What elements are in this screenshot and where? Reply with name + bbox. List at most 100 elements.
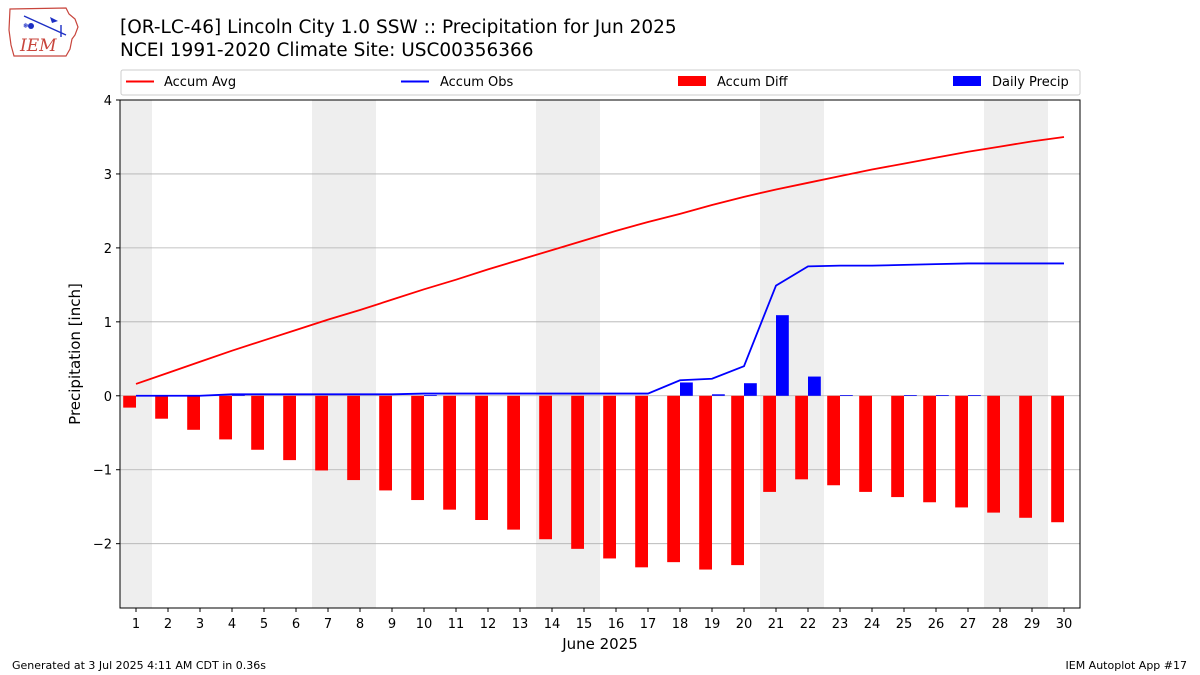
accum-diff-bar — [219, 395, 232, 440]
logo-text: IEM — [19, 36, 57, 56]
accum-diff-bar — [955, 395, 968, 508]
iowa-outline-icon — [8, 7, 79, 57]
accum-diff-bar — [763, 395, 776, 492]
x-tick-label: 5 — [260, 617, 268, 632]
legend-label-accum-diff: Accum Diff — [717, 75, 789, 90]
legend-label-daily-precip: Daily Precip — [992, 75, 1069, 90]
accum-diff-bar — [891, 395, 904, 498]
accum-diff-bar — [859, 395, 872, 492]
accum-diff-bar — [635, 395, 648, 568]
daily-precip-bar — [712, 394, 725, 396]
accum-diff-bar — [443, 395, 456, 510]
svg-text:❅: ❅ — [23, 22, 29, 30]
accum-diff-bar — [603, 395, 616, 559]
line-series — [135, 136, 1065, 397]
accum-diff-bar — [539, 395, 552, 540]
legend-swatch-accum-diff — [678, 76, 706, 86]
weekend-shade-day-28 — [984, 100, 1016, 608]
accum-diff-bar — [699, 395, 712, 570]
weekend-shade-day-22 — [792, 100, 824, 608]
x-tick-label: 12 — [480, 617, 497, 632]
legend-label-accum-avg: Accum Avg — [164, 75, 236, 90]
x-axis-label: June 2025 — [561, 635, 638, 653]
plot-frame — [119, 99, 1081, 609]
weekend-shade-day-29 — [1016, 100, 1048, 608]
y-axis-label: Precipitation [inch] — [66, 283, 84, 425]
daily-precip-bar — [840, 395, 853, 396]
autoplot-app-id: IEM Autoplot App #17 — [1065, 659, 1188, 672]
daily-precip-bar — [680, 382, 693, 396]
iem-logo: ❅ IEM — [6, 5, 82, 61]
x-tick-label: 26 — [928, 617, 945, 632]
daily-precip-bar — [904, 395, 917, 396]
bar-series — [123, 315, 1064, 570]
daily-precip-bar — [936, 395, 949, 396]
x-tick-label: 1 — [132, 617, 140, 632]
x-tick-label: 10 — [416, 617, 433, 632]
accum-diff-bar — [667, 395, 680, 563]
x-tick-label: 6 — [292, 617, 300, 632]
x-tick-label: 23 — [832, 617, 849, 632]
x-tick-label: 7 — [324, 617, 332, 632]
x-tick-label: 3 — [196, 617, 204, 632]
accum-diff-bar — [283, 395, 296, 461]
accum-diff-bar — [187, 395, 200, 430]
accum-diff-bar — [411, 395, 424, 501]
accum-diff-bar — [315, 395, 328, 471]
daily-precip-bar — [744, 383, 757, 396]
x-tick-label: 27 — [960, 617, 977, 632]
x-tick-label: 13 — [512, 617, 529, 632]
legend: Accum Avg Accum Obs Accum Diff Daily Pre… — [120, 69, 1081, 96]
accum-avg-line — [135, 136, 1065, 385]
accum-diff-bar — [987, 395, 1000, 513]
x-tick-label: 22 — [800, 617, 817, 632]
daily-precip-bar — [968, 395, 981, 396]
accum-diff-bar — [923, 395, 936, 503]
x-tick-label: 4 — [228, 617, 236, 632]
y-tick-label: −1 — [93, 464, 112, 479]
x-tick-label: 20 — [736, 617, 753, 632]
x-tick-label: 17 — [640, 617, 657, 632]
x-tick-label: 16 — [608, 617, 625, 632]
chart-title: [OR-LC-46] Lincoln City 1.0 SSW :: Preci… — [120, 17, 677, 38]
accum-diff-bar — [1051, 395, 1064, 523]
y-tick-label: 3 — [104, 168, 112, 183]
legend-swatch-daily-precip — [953, 76, 981, 86]
x-tick-label: 11 — [448, 617, 465, 632]
legend-label-accum-obs: Accum Obs — [440, 75, 513, 90]
x-tick-label: 30 — [1056, 617, 1073, 632]
y-tick-label: 1 — [104, 316, 112, 331]
legend-frame — [120, 69, 1081, 96]
x-tick-label: 21 — [768, 617, 785, 632]
daily-precip-bar — [424, 395, 437, 396]
x-tick-label: 25 — [896, 617, 913, 632]
accum-diff-bar — [571, 395, 584, 549]
x-tick-label: 9 — [388, 617, 396, 632]
accum-diff-bar — [795, 395, 808, 480]
x-tick-label: 28 — [992, 617, 1009, 632]
accum-diff-bar — [251, 395, 264, 450]
y-tick-label: 0 — [104, 390, 112, 405]
weekend-shade-day-7 — [312, 100, 344, 608]
x-tick-label: 24 — [864, 617, 881, 632]
accum-diff-bar — [475, 395, 488, 521]
y-tick-label: −2 — [93, 538, 112, 553]
x-axis: 1 2 3 4 5 6 7 8 9 10 11 12 13 14 15 16 17 18 19 20 21 22 23 24 2… — [132, 608, 1072, 632]
x-tick-label: 29 — [1024, 617, 1041, 632]
daily-precip-bar — [776, 315, 789, 396]
accum-diff-bar — [1019, 395, 1032, 518]
y-axis: −2 −1 0 1 2 3 4 — [93, 94, 120, 553]
y-tick-label: 2 — [104, 242, 112, 257]
generated-timestamp: Generated at 3 Jul 2025 4:11 AM CDT in 0… — [12, 659, 266, 672]
weekend-shade-day-8 — [344, 100, 376, 608]
accum-diff-bar — [347, 395, 360, 481]
accum-obs-line — [136, 262, 1064, 397]
accum-diff-bar — [507, 395, 520, 530]
weekend-shade-day-1 — [120, 100, 152, 608]
accum-diff-bar — [379, 395, 392, 491]
daily-precip-bar — [808, 376, 821, 396]
accum-diff-bar — [731, 395, 744, 566]
accum-diff-bar — [123, 395, 136, 408]
x-tick-label: 15 — [576, 617, 593, 632]
